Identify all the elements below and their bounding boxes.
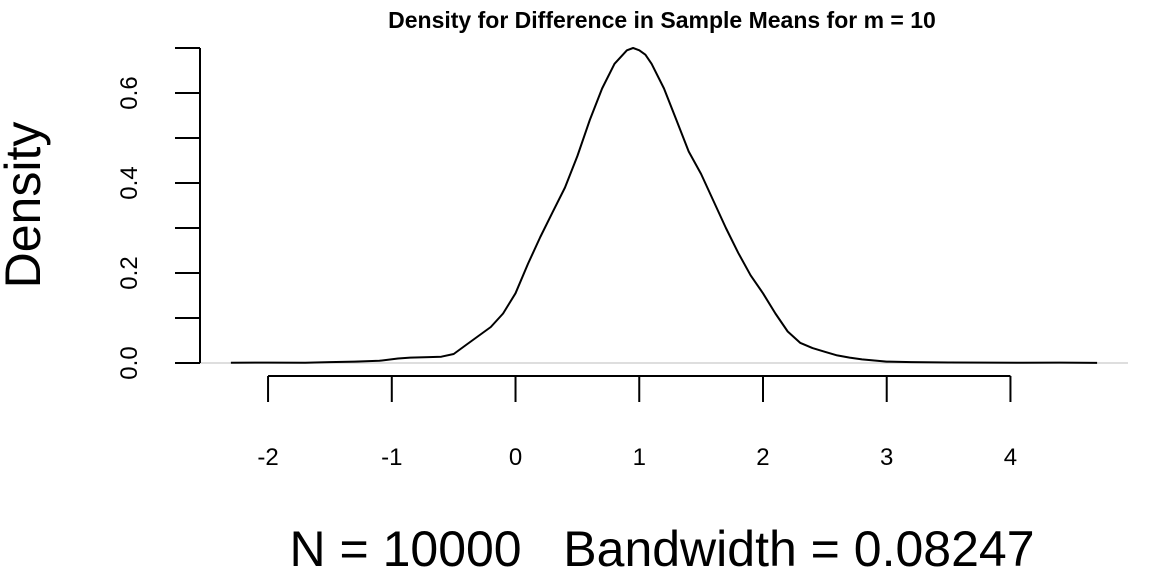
- y-tick-label: 0.2: [116, 256, 143, 289]
- x-axis-label: N = 10000 Bandwidth = 0.08247: [289, 521, 1034, 576]
- x-axis: -2 -1 0 1 2 3 4: [257, 375, 1017, 471]
- density-series-line: [230, 47, 1098, 364]
- x-tick-label: 3: [880, 444, 893, 471]
- x-tick-label: 4: [1004, 444, 1017, 471]
- x-tick-label: 0: [509, 444, 522, 471]
- y-axis-label: Density: [0, 122, 51, 289]
- y-tick-label: 0.6: [116, 76, 143, 109]
- y-axis: 0.0 0.2 0.4 0.6: [116, 47, 201, 380]
- chart-title: Density for Difference in Sample Means f…: [388, 7, 936, 33]
- x-tick-label: -1: [381, 444, 402, 471]
- x-tick-label: 1: [633, 444, 646, 471]
- x-tick-label: 2: [756, 444, 769, 471]
- y-tick-label: 0.0: [116, 346, 143, 379]
- x-tick-label: -2: [257, 444, 278, 471]
- y-tick-label: 0.4: [116, 166, 143, 199]
